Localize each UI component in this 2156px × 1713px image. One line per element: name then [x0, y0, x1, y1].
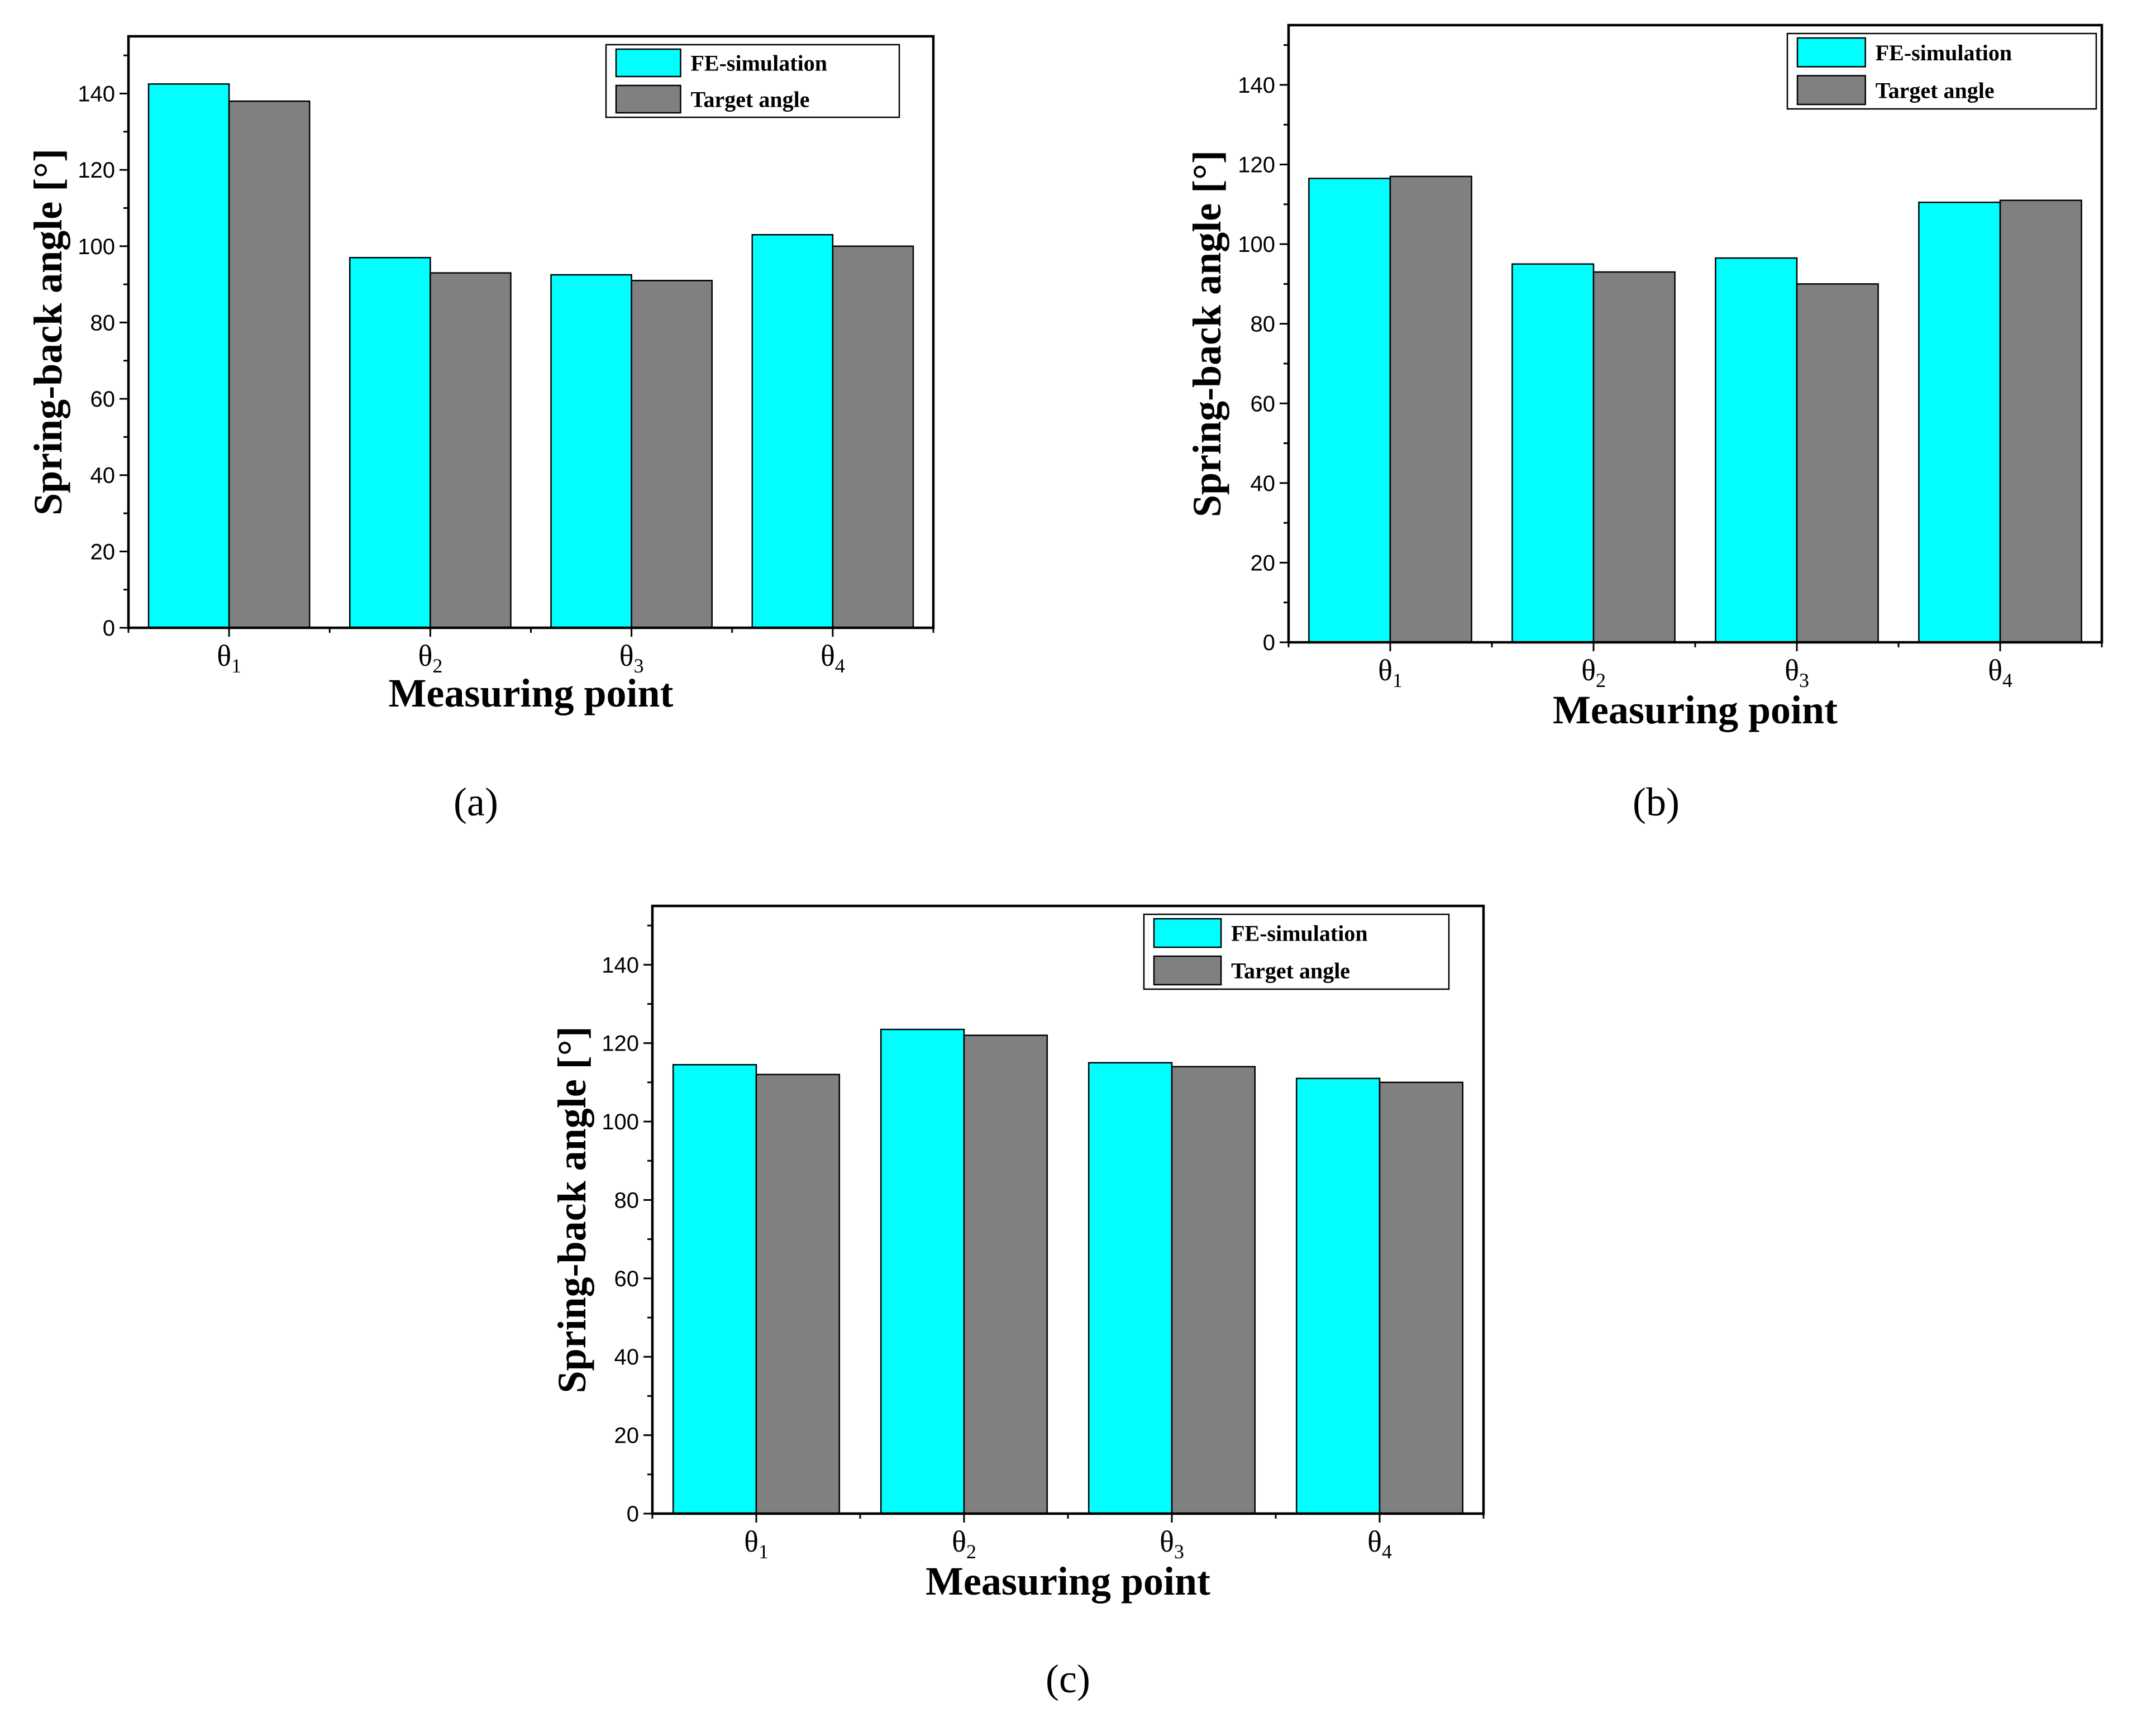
legend-label-fe-simulation: FE-simulation	[1231, 921, 1367, 946]
legend: FE-simulation Target angle	[1143, 913, 1450, 990]
legend-label-target-angle: Target angle	[691, 87, 810, 112]
y-tick-label: 120	[602, 1032, 639, 1056]
bar-target-angle-4	[1378, 1081, 1464, 1515]
x-tick-label: θ2	[952, 1525, 976, 1563]
x-tick-label: θ1	[217, 639, 241, 677]
panel-label: (c)	[1046, 1657, 1090, 1701]
bar-fe-simulation-1	[147, 83, 230, 629]
legend: FE-simulation Target angle	[1786, 32, 2097, 110]
plot-frame	[127, 35, 935, 629]
y-tick-label: 20	[90, 540, 116, 564]
panel-label: (b)	[1633, 780, 1680, 824]
x-axis-title: Measuring point	[1553, 688, 1838, 732]
bar-fe-simulation-3	[550, 274, 632, 629]
plot-frame	[1287, 23, 2103, 644]
x-tick-label: θ4	[1988, 653, 2012, 691]
plot-frame	[651, 904, 1485, 1515]
y-tick-label: 140	[602, 953, 639, 977]
panel-label: (a)	[454, 780, 498, 824]
y-tick-label: 0	[627, 1502, 639, 1526]
bar-fe-simulation-4	[751, 234, 834, 629]
y-tick-label: 60	[1251, 392, 1276, 416]
bar-target-angle-3	[631, 280, 713, 629]
x-tick-label: θ3	[1785, 653, 1809, 691]
y-tick-label: 40	[1251, 471, 1276, 496]
bar-target-angle-4	[1999, 199, 2082, 643]
y-tick-label: 100	[1238, 232, 1275, 257]
x-axis-title: Measuring point	[926, 1559, 1210, 1604]
y-tick-label: 100	[78, 235, 115, 259]
y-axis-title: Spring-back angle [°]	[26, 149, 70, 516]
y-tick-label: 120	[78, 158, 115, 183]
bar-target-angle-3	[1171, 1066, 1256, 1515]
y-tick-label: 40	[614, 1345, 640, 1370]
bar-fe-simulation-2	[349, 257, 431, 629]
legend-swatch-fe-simulation	[1796, 37, 1866, 68]
bar-fe-simulation-4	[1918, 201, 2001, 643]
y-tick-label: 140	[78, 82, 115, 106]
legend-swatch-target-angle	[1153, 955, 1222, 986]
y-tick-label: 0	[1263, 631, 1275, 655]
bar-target-angle-4	[832, 245, 914, 629]
bar-target-angle-2	[1592, 271, 1676, 643]
legend-swatch-target-angle	[1796, 75, 1866, 106]
bar-fe-simulation-3	[1715, 257, 1798, 643]
legend-swatch-target-angle	[615, 84, 681, 114]
x-tick-label: θ4	[1367, 1525, 1392, 1563]
y-tick-label: 40	[90, 464, 116, 488]
bar-target-angle-1	[755, 1073, 841, 1515]
bar-fe-simulation-1	[672, 1064, 757, 1515]
y-tick-label: 0	[103, 616, 115, 641]
bar-target-angle-1	[1389, 175, 1472, 643]
y-tick-label: 100	[602, 1110, 639, 1134]
x-tick-label: θ1	[1378, 653, 1403, 691]
bar-target-angle-1	[228, 100, 311, 629]
x-tick-label: θ4	[821, 639, 845, 677]
bar-fe-simulation-3	[1087, 1062, 1173, 1515]
y-tick-label: 80	[614, 1188, 640, 1213]
legend-swatch-fe-simulation	[615, 48, 681, 78]
y-tick-label: 60	[614, 1267, 640, 1291]
y-tick-label: 120	[1238, 153, 1275, 178]
legend: FE-simulation Target angle	[605, 44, 900, 118]
legend-label-fe-simulation: FE-simulation	[691, 51, 827, 76]
x-tick-label: θ2	[418, 639, 442, 677]
y-tick-label: 80	[90, 311, 116, 335]
legend-label-fe-simulation: FE-simulation	[1876, 40, 2012, 65]
bar-target-angle-2	[963, 1034, 1048, 1515]
x-axis-title: Measuring point	[388, 671, 673, 715]
legend-swatch-fe-simulation	[1153, 918, 1222, 948]
bar-fe-simulation-2	[880, 1028, 965, 1515]
y-tick-label: 140	[1238, 73, 1275, 98]
chart-panel-c: θ1 θ2 θ3 θ4 0 20 40 60 80 100 120 140 Measuring poin…	[550, 904, 1485, 1701]
x-tick-label: θ3	[1160, 1525, 1184, 1563]
bar-fe-simulation-2	[1511, 263, 1595, 643]
legend-label-target-angle: Target angle	[1231, 958, 1350, 984]
chart-panel-a: θ1 θ2 θ3 θ4 0 20 40 60 80 100 120 140 Measuring poin…	[26, 35, 935, 824]
y-tick-label: 60	[90, 387, 116, 412]
y-tick-label: 20	[1251, 551, 1276, 575]
legend-label-target-angle: Target angle	[1876, 78, 1995, 103]
x-tick-label: θ3	[619, 639, 644, 677]
bar-target-angle-3	[1796, 283, 1879, 643]
y-tick-label: 80	[1251, 312, 1276, 337]
bar-fe-simulation-4	[1295, 1077, 1381, 1515]
y-axis-title: Spring-back angle [°]	[1185, 150, 1229, 517]
y-tick-label: 20	[614, 1424, 640, 1448]
bar-fe-simulation-1	[1308, 178, 1391, 643]
x-tick-label: θ1	[744, 1525, 769, 1563]
chart-panel-b: θ1 θ2 θ3 θ4 0 20 40 60 80 100 120 140 Measuring poin…	[1185, 23, 2103, 824]
x-tick-label: θ2	[1581, 653, 1606, 691]
bar-target-angle-2	[430, 272, 512, 629]
y-axis-title: Spring-back angle [°]	[550, 1027, 594, 1394]
